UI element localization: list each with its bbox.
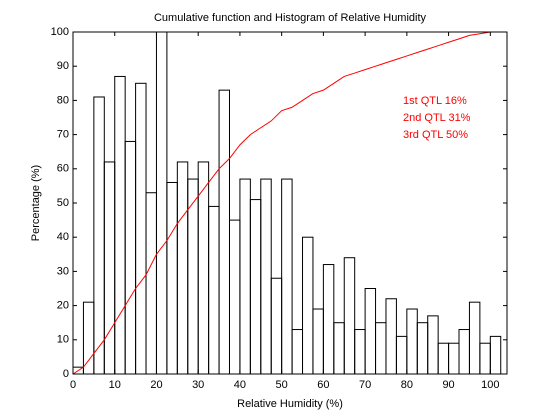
histogram-bar — [218, 89, 230, 375]
annotation: 2nd QTL 31% — [403, 112, 471, 124]
chart-title: Cumulative function and Histogram of Rel… — [154, 12, 427, 24]
y-tick-label: 60 — [57, 163, 69, 175]
histogram-bar — [281, 178, 293, 375]
y-tick-label: 30 — [57, 265, 69, 277]
histogram-bar — [312, 308, 324, 375]
histogram-bar — [302, 236, 314, 375]
histogram-bar — [333, 322, 345, 375]
annotation: 1st QTL 16% — [403, 95, 467, 107]
histogram-bar — [458, 329, 470, 375]
y-tick-label: 100 — [51, 26, 69, 38]
histogram-bar — [448, 342, 460, 375]
histogram-bar — [176, 161, 189, 375]
histogram-bar — [354, 329, 366, 375]
histogram-bar — [124, 140, 137, 375]
histogram-bar — [395, 335, 408, 375]
x-tick-label: 100 — [481, 379, 499, 391]
histogram-bar — [416, 322, 429, 375]
histogram-bar — [155, 31, 168, 375]
y-tick-label: 80 — [57, 94, 69, 106]
annotation: 3rd QTL 50% — [403, 129, 468, 141]
y-tick-label: 70 — [57, 129, 69, 141]
y-tick-label: 90 — [57, 60, 69, 72]
histogram-bar — [343, 257, 356, 375]
histogram-bar — [228, 219, 241, 375]
x-axis-label: Relative Humidity (%) — [237, 398, 343, 410]
histogram-bar — [135, 82, 147, 375]
x-tick-label: 80 — [401, 379, 413, 391]
y-tick-label: 10 — [57, 334, 69, 346]
x-tick-label: 0 — [70, 379, 76, 391]
x-tick-label: 20 — [150, 379, 162, 391]
histogram-bar — [489, 335, 502, 375]
histogram-bar — [145, 192, 157, 375]
histogram-bar — [260, 178, 272, 375]
y-tick-label: 40 — [57, 231, 69, 243]
histogram-bar — [82, 301, 95, 375]
x-tick-label: 50 — [276, 379, 288, 391]
histogram-bar — [375, 322, 387, 375]
histogram-bar — [437, 342, 450, 375]
histogram-bar — [166, 181, 178, 375]
histogram-bar — [249, 199, 262, 375]
x-tick-label: 60 — [317, 379, 329, 391]
histogram-bar — [479, 342, 491, 375]
y-tick-label: 50 — [57, 197, 69, 209]
histogram-bar — [114, 75, 126, 375]
y-axis-label: Percentage (%) — [30, 165, 42, 241]
histogram-bar — [239, 178, 251, 375]
histogram-bar — [93, 96, 105, 375]
x-tick-label: 40 — [234, 379, 246, 391]
histogram-bar — [406, 308, 418, 375]
x-tick-label: 30 — [192, 379, 204, 391]
y-tick-label: 20 — [57, 300, 69, 312]
cumulative-line — [72, 31, 501, 375]
y-tick-label: 0 — [63, 368, 69, 380]
histogram-bar — [208, 205, 220, 375]
histogram-bar — [364, 288, 377, 375]
histogram-bar — [270, 277, 283, 375]
histogram-bar — [103, 161, 116, 375]
histogram-bar — [468, 301, 481, 375]
histogram-bar — [291, 329, 304, 375]
histogram-bar — [385, 298, 397, 375]
x-tick-label: 10 — [109, 379, 121, 391]
histogram-bar — [322, 264, 335, 375]
x-tick-label: 90 — [442, 379, 454, 391]
histogram-bar — [427, 315, 439, 375]
x-tick-label: 70 — [359, 379, 371, 391]
